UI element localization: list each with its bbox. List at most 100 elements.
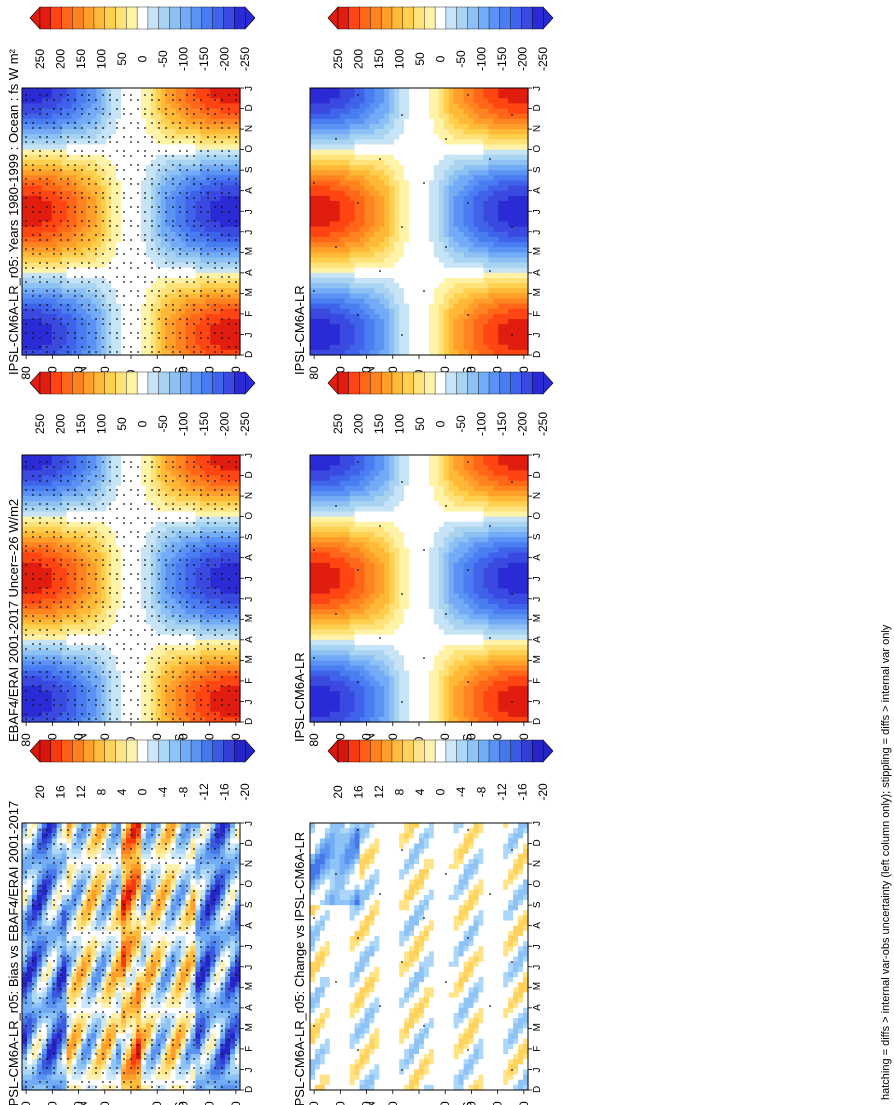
stipple-dot <box>207 94 209 96</box>
heatmap-cell <box>414 329 420 336</box>
stipple-dot <box>144 323 146 325</box>
stipple-dot <box>116 295 118 297</box>
stipple-dot <box>200 225 202 227</box>
heatmap-cell <box>170 185 177 192</box>
heatmap-cell <box>230 252 236 259</box>
heatmap-cell <box>51 108 58 115</box>
heatmap-cell <box>36 200 43 207</box>
heatmap-cell <box>448 134 455 140</box>
heatmap-cell <box>106 93 112 99</box>
stipple-dot <box>39 136 41 138</box>
heatmap-cell <box>91 154 97 161</box>
heatmap-cell <box>195 344 201 351</box>
heatmap-cell <box>26 190 33 197</box>
heatmap-cell <box>389 277 395 284</box>
heatmap-cell <box>374 298 380 305</box>
stipple-dot <box>88 323 90 325</box>
heatmap-cell <box>170 329 177 336</box>
heatmap-cell <box>135 308 142 315</box>
stipple-dot <box>228 94 230 96</box>
stipple-dot <box>95 169 97 171</box>
heatmap-cell <box>180 206 187 212</box>
heatmap-cell <box>478 165 484 171</box>
heatmap-cell <box>329 272 336 279</box>
heatmap-cell <box>230 98 236 104</box>
stipple-dot <box>46 239 48 241</box>
heatmap-cell <box>41 113 48 120</box>
heatmap-cell <box>334 308 341 315</box>
heatmap-cell <box>349 298 356 305</box>
heatmap-cell <box>180 211 187 217</box>
heatmap-cell <box>121 98 127 104</box>
heatmap-cell <box>71 247 78 253</box>
heatmap-cell <box>359 288 366 294</box>
heatmap-cell <box>86 231 92 238</box>
heatmap-cell <box>185 180 192 187</box>
heatmap-cell <box>135 236 142 243</box>
heatmap-cell <box>478 319 484 325</box>
heatmap-cell <box>200 175 206 182</box>
heatmap-cell <box>438 195 445 202</box>
heatmap-cell <box>36 277 43 284</box>
heatmap-cell <box>210 190 216 197</box>
heatmap-cell <box>414 216 420 223</box>
heatmap-cell <box>463 195 470 202</box>
heatmap-cell <box>215 283 221 289</box>
stipple-dot <box>228 262 230 264</box>
heatmap-cell <box>379 206 385 212</box>
heatmap-cell <box>185 211 192 217</box>
heatmap-cell <box>319 144 326 151</box>
heatmap-cell <box>180 200 187 207</box>
heatmap-cell <box>374 93 380 99</box>
heatmap-cell <box>155 88 162 94</box>
heatmap-cell <box>81 149 87 156</box>
heatmap-cell <box>453 134 460 140</box>
heatmap-cell <box>175 236 182 243</box>
stipple-dot <box>130 239 132 241</box>
heatmap-cell <box>200 324 206 330</box>
heatmap-cell <box>369 149 375 156</box>
heatmap-cell <box>76 134 83 140</box>
heatmap-cell <box>135 88 142 94</box>
heatmap-cell <box>215 108 221 115</box>
heatmap-cell <box>101 118 107 125</box>
month-tick-label: N <box>244 125 255 132</box>
heatmap-cell <box>374 206 380 212</box>
stipple-dot <box>151 309 153 311</box>
stipple-dots <box>25 94 237 353</box>
heatmap-cell <box>66 247 73 253</box>
heatmap-cell <box>81 98 87 104</box>
heatmap-cell <box>428 103 435 110</box>
stipple-dot <box>123 155 125 157</box>
heatmap-cell <box>354 221 361 228</box>
heatmap-cell <box>423 159 430 166</box>
heatmap-cell <box>344 334 351 341</box>
heatmap-cell <box>131 113 137 120</box>
heatmap-cell <box>185 247 192 253</box>
heatmap-cell <box>453 103 460 110</box>
heatmap-cell <box>200 113 206 120</box>
heatmap-cell <box>235 108 241 115</box>
heatmap-cell <box>443 185 450 192</box>
heatmap-cell <box>374 283 380 289</box>
heatmap-cell <box>131 226 137 233</box>
heatmap-cell <box>389 185 395 192</box>
heatmap-cell <box>106 200 112 207</box>
stipple-dot <box>221 141 223 143</box>
heatmap-cell <box>215 206 221 212</box>
heatmap-cell <box>66 175 73 182</box>
heatmap-cell <box>126 216 132 223</box>
heatmap-cell <box>354 190 361 197</box>
heatmap-cell <box>364 190 371 197</box>
heatmap-cell <box>121 247 127 253</box>
heatmap-cell <box>135 277 142 284</box>
heatmap-cell <box>389 252 395 259</box>
heatmap-cell <box>389 129 395 135</box>
heatmap-cell <box>116 252 122 259</box>
heatmap-cell <box>235 103 241 110</box>
heatmap-cell <box>369 344 375 351</box>
heatmap-cell <box>384 288 390 294</box>
heatmap-cell <box>453 283 460 289</box>
heatmap-cell <box>106 247 112 253</box>
heatmap-cell <box>438 93 445 99</box>
